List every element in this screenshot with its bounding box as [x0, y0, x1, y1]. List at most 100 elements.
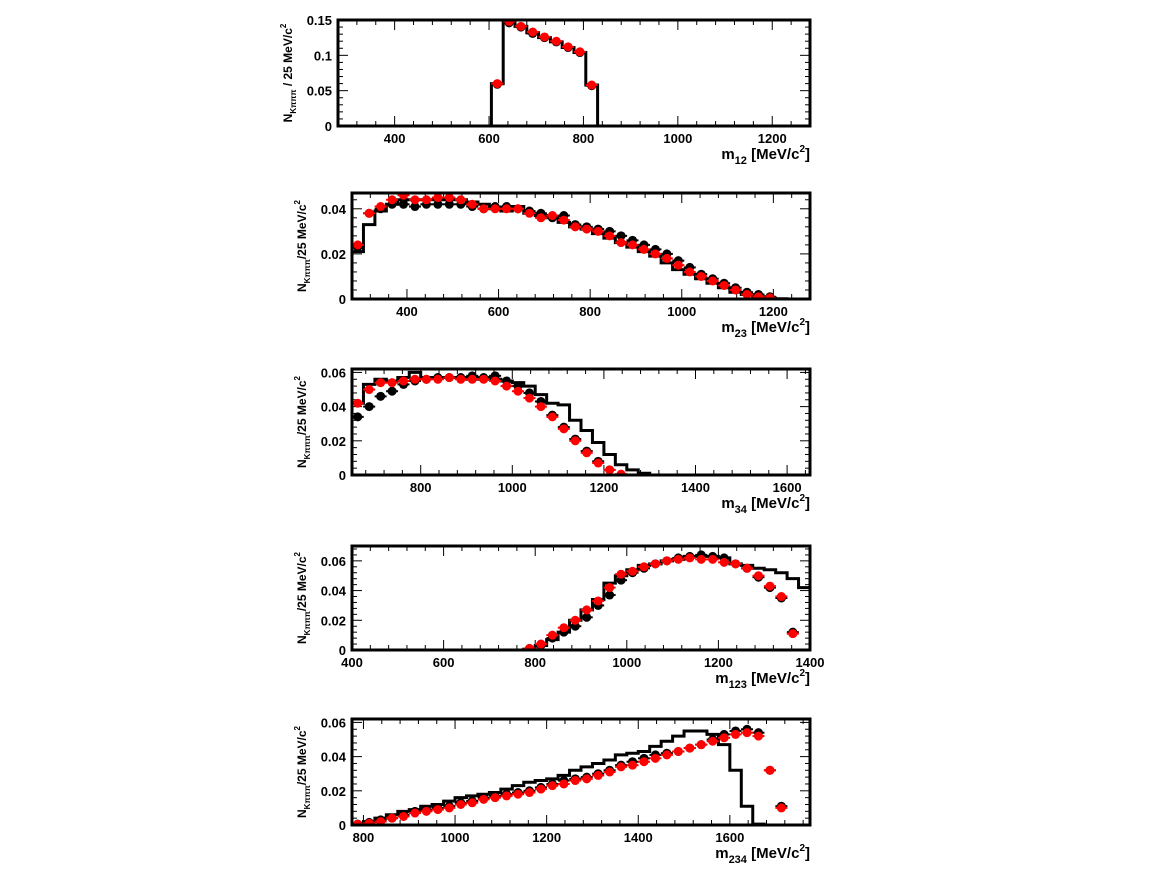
red-point — [352, 398, 364, 408]
y-axis-title: NKπππ/25 MeV/c2 — [293, 199, 312, 292]
red-point — [752, 731, 765, 741]
red-point — [500, 381, 513, 391]
red-point — [397, 193, 410, 200]
red-point — [786, 629, 799, 639]
black-point — [386, 386, 399, 396]
x-tick-label: 400 — [396, 304, 418, 319]
x-axis-superscript: 2 — [799, 317, 805, 328]
y-tick-label: 0.15 — [307, 13, 332, 28]
red-point — [374, 202, 387, 212]
red-point — [386, 195, 399, 205]
x-tick-label: 600 — [478, 131, 500, 146]
red-point — [695, 271, 708, 281]
red-point — [741, 563, 754, 573]
y-tick-label: 0 — [339, 468, 346, 483]
x-tick-label: 1000 — [612, 655, 641, 670]
y-axis-symbol: N — [295, 635, 309, 644]
red-point — [580, 224, 593, 234]
x-tick-label: 1200 — [759, 304, 788, 319]
red-point — [569, 222, 582, 232]
x-tick-label: 600 — [433, 655, 455, 670]
y-axis-title: NKπππ/25 MeV/c2 — [293, 551, 312, 644]
red-point — [431, 193, 444, 203]
x-axis-subscript: 12 — [735, 155, 747, 167]
red-point — [649, 559, 662, 569]
red-point — [580, 605, 593, 615]
red-point — [580, 774, 593, 784]
red-point — [649, 249, 662, 259]
x-tick-label: 1200 — [532, 830, 561, 845]
x-tick-label: 1000 — [441, 830, 470, 845]
y-tick-label: 0.06 — [321, 554, 346, 569]
red-point — [489, 793, 502, 803]
y-tick-label: 0.06 — [321, 715, 346, 730]
red-point — [546, 630, 559, 640]
x-axis-subscript: 234 — [729, 854, 748, 866]
x-axis-bracket: ] — [805, 319, 810, 336]
red-point — [363, 818, 376, 825]
black-point — [431, 199, 444, 209]
red-point — [626, 760, 639, 770]
red-point — [741, 289, 754, 299]
plot-frame — [336, 18, 812, 128]
red-point — [477, 374, 490, 384]
red-point — [660, 556, 673, 566]
x-axis-superscript: 2 — [799, 668, 805, 679]
x-tick-label: 1200 — [589, 480, 618, 495]
x-axis-unit: [MeV/c — [747, 845, 800, 862]
red-point — [729, 729, 742, 739]
red-point — [420, 195, 433, 205]
panel-3: 800 1000 1200 1400 1600 0 0.02 0.04 0.06 m34 [MeV… — [293, 365, 812, 516]
red-point — [660, 253, 673, 263]
red-point — [454, 195, 467, 205]
red-point — [431, 805, 444, 815]
y-tick-label: 0.04 — [321, 202, 347, 217]
red-point — [363, 385, 376, 395]
y-axis-title: NKπππ / 25 MeV/c2 — [279, 23, 298, 122]
red-point — [546, 781, 559, 791]
red-point — [603, 465, 616, 475]
red-point — [683, 553, 696, 563]
plot-frame — [350, 191, 812, 301]
black-point — [374, 391, 387, 401]
black-point — [397, 199, 410, 209]
y-axis-subscript: Kπππ — [303, 259, 312, 283]
red-point — [550, 36, 563, 46]
y-tick-label: 0.06 — [321, 365, 346, 380]
y-tick-label: 0.1 — [314, 48, 332, 63]
x-axis-title: m123 [MeV/c2] — [715, 668, 810, 691]
red-point — [683, 743, 696, 753]
x-axis-symbol: m — [721, 146, 734, 163]
y-axis-subscript: Kπππ — [303, 435, 312, 459]
x-axis-bracket: ] — [805, 670, 810, 687]
x-axis-title: m12 [MeV/c2] — [721, 144, 810, 167]
red-point — [534, 402, 547, 412]
red-point — [615, 762, 628, 772]
y-axis-title: NKπππ/25 MeV/c2 — [293, 375, 312, 468]
red-point — [637, 757, 650, 767]
red-point — [672, 554, 685, 564]
y-tick-label: 0.04 — [321, 750, 347, 765]
red-point — [649, 753, 662, 763]
red-point — [580, 448, 593, 458]
red-point — [523, 208, 536, 218]
red-point — [585, 80, 598, 90]
y-axis-unit: / 25 MeV/c — [281, 28, 295, 90]
x-axis-title: m34 [MeV/c2] — [721, 493, 810, 516]
x-tick-label: 800 — [353, 830, 375, 845]
y-tick-label: 0 — [339, 818, 346, 833]
y-axis-subscript: Kπππ — [303, 611, 312, 635]
red-point — [477, 204, 490, 214]
red-point — [592, 596, 605, 606]
red-point — [763, 765, 776, 775]
red-point — [573, 47, 586, 57]
red-point — [500, 204, 513, 214]
red-point — [489, 204, 502, 214]
red-point — [603, 767, 616, 777]
x-tick-label: 400 — [384, 131, 406, 146]
x-axis-bracket: ] — [805, 146, 810, 163]
red-point — [695, 554, 708, 564]
y-tick-label: 0.02 — [321, 434, 346, 449]
